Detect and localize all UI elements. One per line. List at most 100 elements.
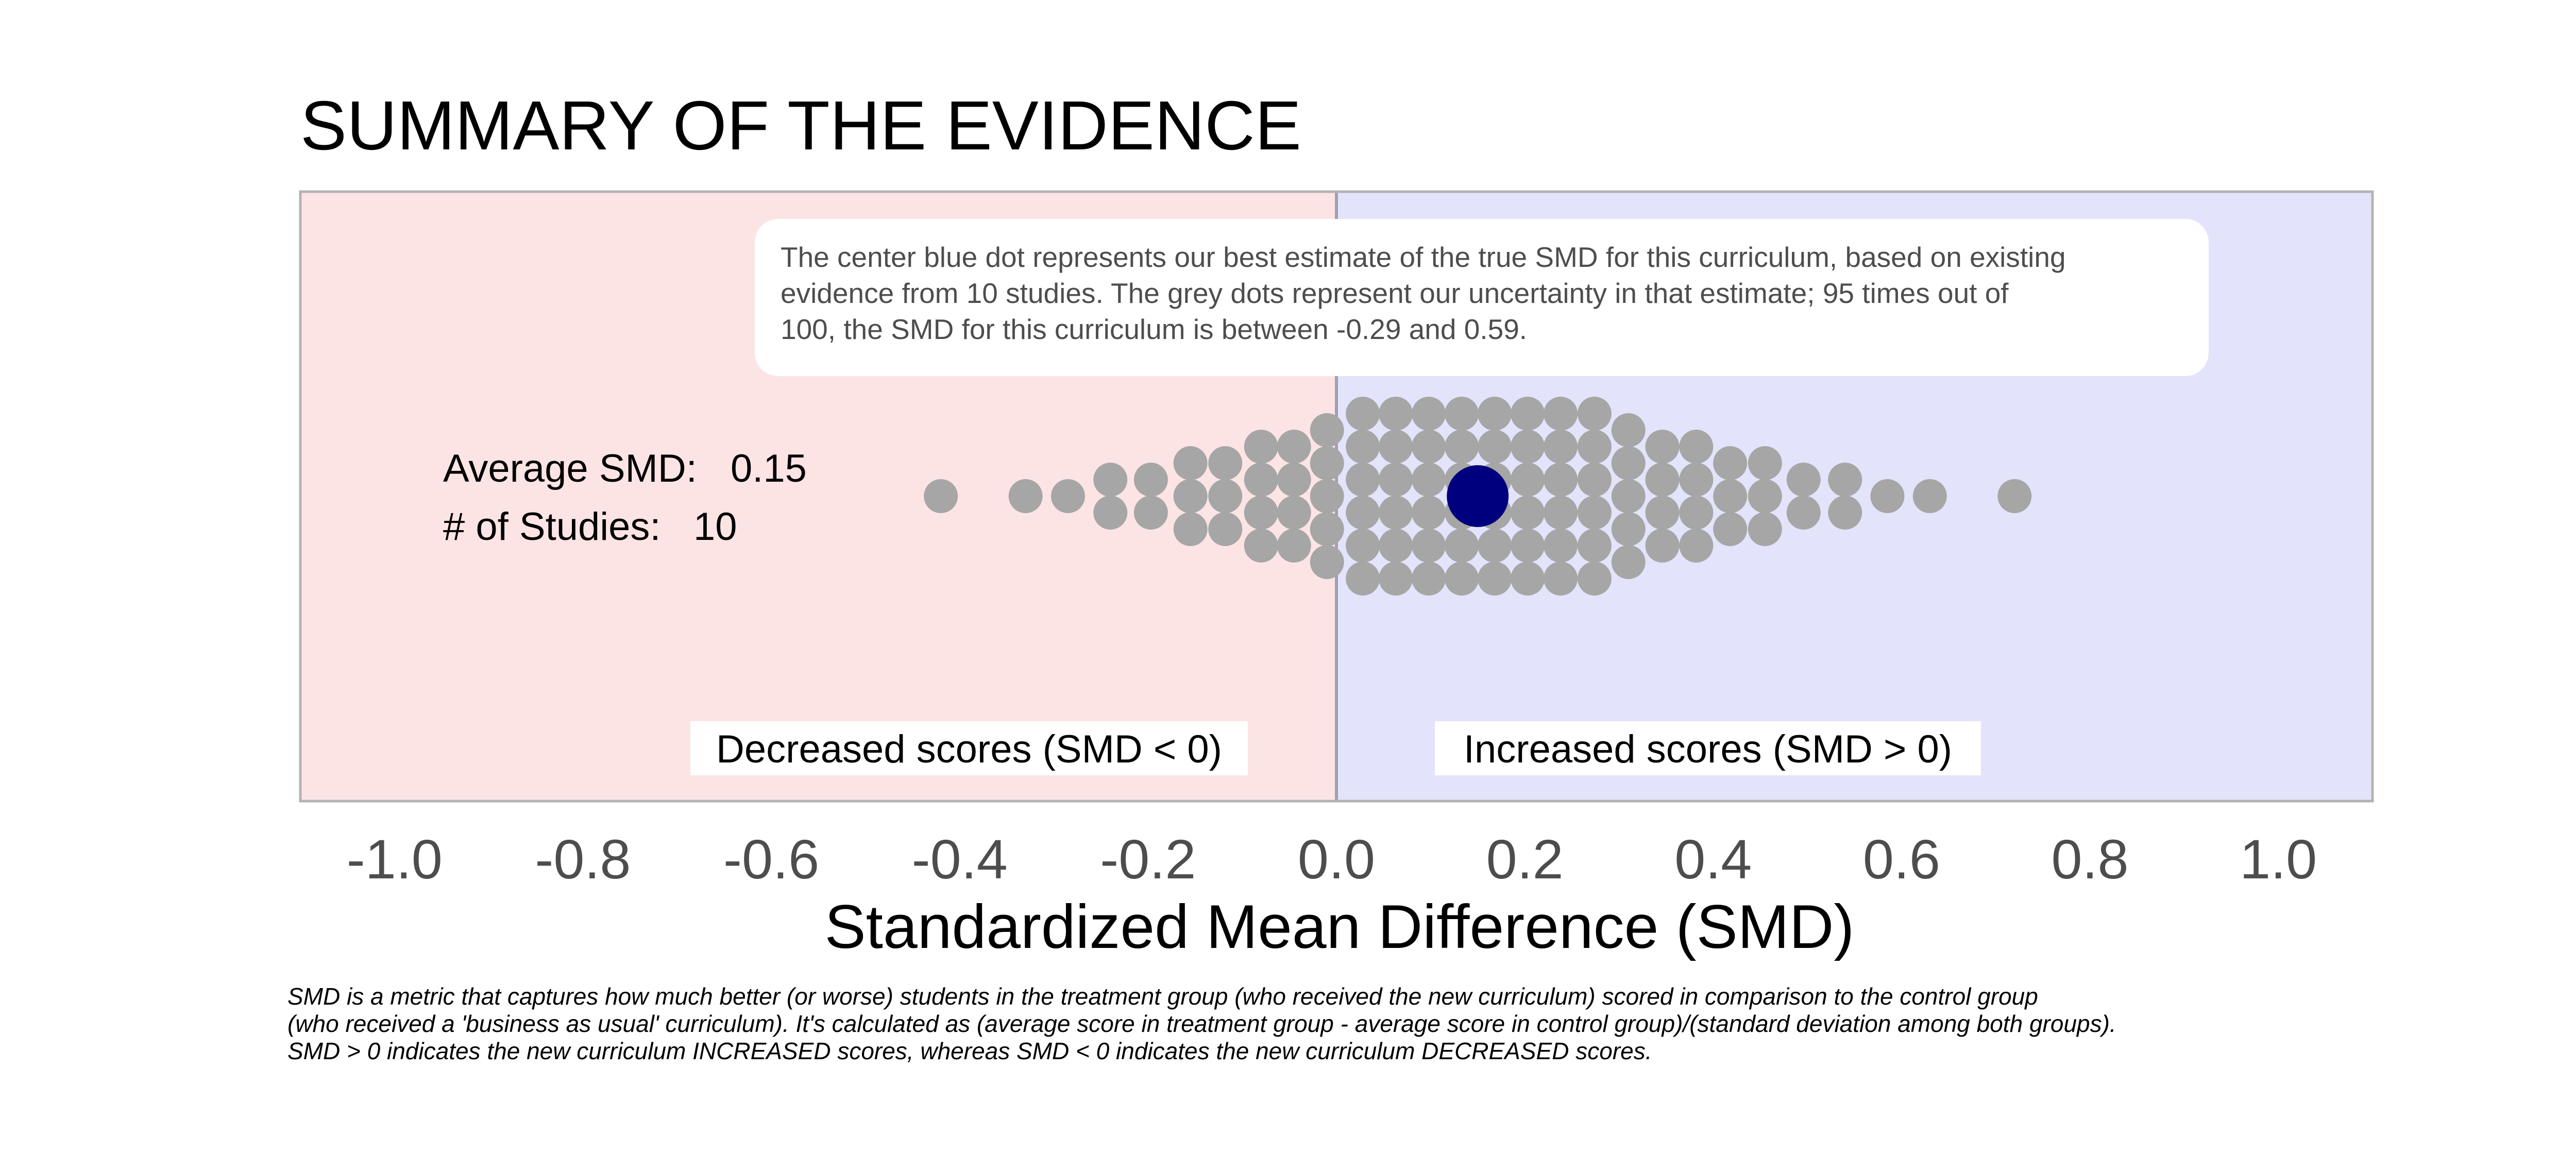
uncertainty-dot — [1244, 496, 1278, 530]
annotation-line-2: evidence from 10 studies. The grey dots … — [781, 277, 2009, 309]
uncertainty-dot — [1310, 413, 1344, 447]
x-tick-label: 0.0 — [1298, 828, 1375, 890]
average-smd-value: 0.15 — [731, 447, 807, 490]
uncertainty-dot — [1208, 479, 1243, 513]
studies-count-label: # of Studies: — [443, 505, 661, 549]
annotation-line-1: The center blue dot represents our best … — [781, 241, 2066, 273]
uncertainty-dot — [1478, 397, 1512, 431]
uncertainty-dot — [1050, 479, 1085, 513]
uncertainty-dot — [1679, 496, 1714, 530]
uncertainty-dot — [1346, 463, 1380, 497]
uncertainty-dot — [1679, 430, 1714, 464]
uncertainty-dot — [1412, 430, 1446, 464]
uncertainty-dot — [924, 479, 958, 513]
negative-label-background — [690, 721, 1248, 775]
negative-region-label: Decreased scores (SMD < 0) — [690, 721, 1248, 775]
uncertainty-dot — [1577, 430, 1612, 464]
uncertainty-dot — [1445, 562, 1479, 596]
uncertainty-dot — [1173, 512, 1208, 546]
uncertainty-dot — [1544, 496, 1578, 530]
uncertainty-dot — [1445, 430, 1479, 464]
x-axis-label: Standardized Mean Difference (SMD) — [825, 892, 1855, 961]
uncertainty-dot — [1093, 463, 1128, 497]
uncertainty-dot — [1679, 529, 1714, 563]
uncertainty-dot — [1511, 529, 1545, 563]
x-tick-label: 0.6 — [1863, 828, 1940, 890]
uncertainty-dot — [1346, 562, 1380, 596]
uncertainty-dot — [1412, 397, 1446, 431]
uncertainty-dot — [1511, 463, 1545, 497]
uncertainty-dot — [1244, 430, 1278, 464]
uncertainty-dot — [1412, 529, 1446, 563]
x-tick-label: -0.4 — [912, 828, 1008, 890]
x-tick-label: 0.2 — [1486, 828, 1564, 890]
uncertainty-dot — [1412, 562, 1446, 596]
annotation-background — [755, 219, 2209, 376]
uncertainty-dot — [1346, 496, 1380, 530]
uncertainty-dot — [1786, 463, 1821, 497]
annotation-box: The center blue dot represents our best … — [755, 219, 2209, 376]
x-tick-label: 0.4 — [1674, 828, 1752, 890]
negative-label-text: Decreased scores (SMD < 0) — [716, 727, 1222, 771]
uncertainty-dot — [1173, 479, 1208, 513]
uncertainty-dot — [1511, 430, 1545, 464]
uncertainty-dot — [1093, 496, 1128, 530]
uncertainty-dot — [1511, 562, 1545, 596]
uncertainty-dot — [1208, 446, 1243, 480]
uncertainty-dot — [1173, 446, 1208, 480]
uncertainty-dot — [1611, 512, 1646, 546]
uncertainty-dot — [1645, 430, 1680, 464]
uncertainty-dot — [1379, 562, 1413, 596]
x-tick-label: -0.2 — [1100, 828, 1196, 890]
x-tick-label: -0.6 — [723, 828, 819, 890]
uncertainty-dot — [1713, 479, 1748, 513]
x-axis-ticks: -1.0 -0.8 -0.6 -0.4 -0.2 0.0 0.2 0.4 0.6 0.8 1.0 — [347, 828, 2317, 890]
uncertainty-dot — [1748, 479, 1782, 513]
x-tick-label: 1.0 — [2240, 828, 2317, 890]
uncertainty-dot — [1310, 446, 1344, 480]
uncertainty-dot — [1379, 463, 1413, 497]
uncertainty-dot — [1478, 430, 1512, 464]
uncertainty-dot — [1511, 496, 1545, 530]
positive-label-background — [1435, 721, 1981, 775]
uncertainty-dot — [1645, 463, 1680, 497]
uncertainty-dot — [1645, 496, 1680, 530]
uncertainty-dot — [1445, 397, 1479, 431]
uncertainty-dot — [1208, 512, 1243, 546]
positive-region-label: Increased scores (SMD > 0) — [1435, 721, 1981, 775]
uncertainty-dot — [1379, 496, 1413, 530]
uncertainty-dot — [1277, 529, 1311, 563]
uncertainty-dot — [1577, 463, 1612, 497]
uncertainty-dot — [1679, 463, 1714, 497]
uncertainty-dot — [1346, 529, 1380, 563]
uncertainty-dot — [1346, 397, 1380, 431]
uncertainty-dot — [1310, 479, 1344, 513]
studies-count-value: 10 — [693, 505, 737, 549]
uncertainty-dot — [1133, 463, 1168, 497]
average-smd-label: Average SMD: — [443, 447, 697, 490]
uncertainty-dot — [1611, 413, 1646, 447]
uncertainty-dot — [1478, 529, 1512, 563]
uncertainty-dot — [1310, 545, 1344, 579]
uncertainty-dot — [1008, 479, 1043, 513]
uncertainty-dot — [1379, 529, 1413, 563]
uncertainty-dot — [1611, 479, 1646, 513]
uncertainty-dot — [1133, 496, 1168, 530]
annotation-line-3: 100, the SMD for this curriculum is betw… — [781, 313, 1527, 345]
footnote-line-1: SMD is a metric that captures how much b… — [287, 983, 2038, 1010]
summary-stats: Average SMD: 0.15 # of Studies: 10 — [443, 447, 807, 549]
uncertainty-dot — [1645, 529, 1680, 563]
uncertainty-dot — [1277, 430, 1311, 464]
uncertainty-dot — [1786, 496, 1821, 530]
x-tick-label: -1.0 — [347, 828, 443, 890]
uncertainty-dot — [1544, 463, 1578, 497]
uncertainty-dot — [1544, 430, 1578, 464]
uncertainty-dot — [1346, 430, 1380, 464]
uncertainty-dot — [1544, 397, 1578, 431]
uncertainty-dot — [1544, 529, 1578, 563]
uncertainty-dot — [1379, 397, 1413, 431]
footnote: SMD is a metric that captures how much b… — [287, 983, 2116, 1064]
uncertainty-dot — [1511, 397, 1545, 431]
uncertainty-dot — [1611, 446, 1646, 480]
